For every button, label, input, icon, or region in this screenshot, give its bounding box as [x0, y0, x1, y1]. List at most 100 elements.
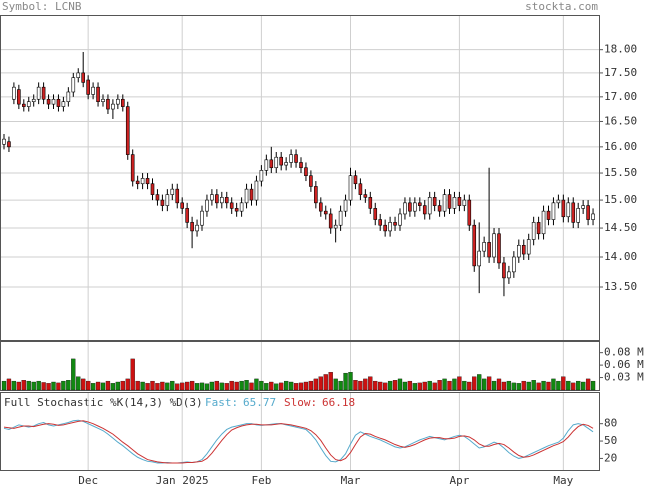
volume-bar	[313, 378, 319, 391]
volume-bar	[303, 381, 309, 391]
volume-bar	[397, 378, 403, 391]
volume-bar	[556, 380, 561, 391]
volume-bar	[150, 380, 155, 391]
candle-body	[269, 159, 274, 169]
volume-bar	[160, 381, 165, 391]
volume-bar	[481, 378, 487, 391]
volume-bar	[11, 380, 17, 391]
volume-bar	[333, 378, 338, 391]
volume-bar	[353, 380, 358, 391]
candle-body	[497, 233, 501, 264]
candle-body	[259, 170, 264, 182]
volume-bar	[81, 378, 86, 391]
volume-bar	[254, 378, 259, 391]
candle-body	[81, 72, 85, 83]
candle-body	[229, 202, 234, 209]
candle-body	[41, 86, 46, 100]
volume-bar	[541, 380, 546, 391]
candle-body	[477, 250, 482, 267]
candle-body	[21, 103, 26, 107]
volume-bar	[90, 383, 96, 391]
candle-body	[561, 199, 566, 218]
volume-bar	[581, 381, 586, 391]
volume-bar	[373, 380, 378, 391]
volume-bar	[387, 380, 393, 391]
legend-label: Fast:	[205, 396, 238, 409]
candle-body	[408, 202, 412, 212]
volume-bar	[447, 380, 452, 391]
candle-body	[581, 205, 585, 209]
volume-bar	[259, 380, 264, 391]
volume-bar	[328, 372, 333, 391]
x-tick-label: Jan 2025	[156, 474, 209, 486]
volume-bar	[66, 380, 71, 391]
volume-bar	[521, 380, 526, 391]
candle-body	[462, 199, 467, 206]
volume-bar	[269, 381, 274, 391]
candle-body	[36, 86, 41, 100]
candle-body	[274, 156, 279, 169]
candle-body	[56, 98, 61, 107]
volume-bar	[31, 381, 36, 391]
volume-bar	[120, 380, 125, 391]
candle-body	[353, 175, 358, 185]
candle-body	[467, 199, 472, 226]
candle-body	[482, 242, 486, 252]
volume-bar	[477, 374, 482, 391]
volume-bar	[298, 382, 304, 391]
volume-bar	[467, 381, 472, 391]
candle-body	[116, 98, 120, 105]
volume-bar	[452, 378, 457, 391]
volume-bar	[496, 378, 502, 391]
volume-bar	[536, 382, 541, 391]
candle-body	[239, 202, 244, 212]
candle-body	[348, 175, 353, 201]
volume-bar	[511, 382, 517, 391]
candle-body	[155, 194, 160, 201]
candle-body	[393, 222, 397, 226]
candle-body	[368, 197, 373, 209]
volume-bar	[566, 380, 571, 391]
candle-body	[536, 222, 541, 235]
volume-bar	[506, 380, 512, 391]
candle-body	[363, 194, 368, 198]
volume-bar	[86, 380, 91, 391]
volume-bar	[239, 380, 244, 391]
candle-body	[507, 271, 511, 279]
candle-body	[591, 213, 595, 220]
candle-body	[314, 186, 318, 204]
volume-bar	[21, 380, 26, 391]
candle-body	[279, 156, 284, 166]
candle-body	[215, 194, 219, 204]
volume-bar	[427, 380, 432, 391]
y-tick-label: 20	[604, 451, 617, 464]
volume-bar	[422, 381, 427, 391]
candle-body	[358, 183, 363, 195]
volume-bar	[36, 380, 41, 391]
candle-body	[121, 98, 125, 107]
candle-body	[333, 224, 338, 229]
volume-bar	[26, 380, 31, 391]
volume-bar	[175, 383, 180, 391]
candle-body	[472, 224, 477, 267]
candle-body	[373, 208, 378, 220]
candle-body	[96, 86, 100, 102]
volume-bar	[110, 383, 116, 391]
volume-bar	[308, 380, 314, 391]
y-tick-label: 0.08 M	[604, 346, 644, 359]
y-tick-label: 0.06 M	[604, 358, 644, 371]
volume-bar	[338, 380, 343, 391]
volume-bar	[189, 380, 195, 391]
volume-bar	[234, 381, 239, 391]
candle-body	[175, 188, 180, 204]
candle-body	[521, 244, 526, 255]
volume-bar	[125, 378, 130, 391]
candle-body	[422, 205, 427, 215]
candle-body	[531, 222, 536, 240]
volume-bar	[264, 383, 269, 391]
candle-body	[343, 199, 348, 212]
volume-bar	[249, 382, 254, 391]
candle-body	[502, 262, 506, 279]
candle-body	[487, 242, 491, 258]
